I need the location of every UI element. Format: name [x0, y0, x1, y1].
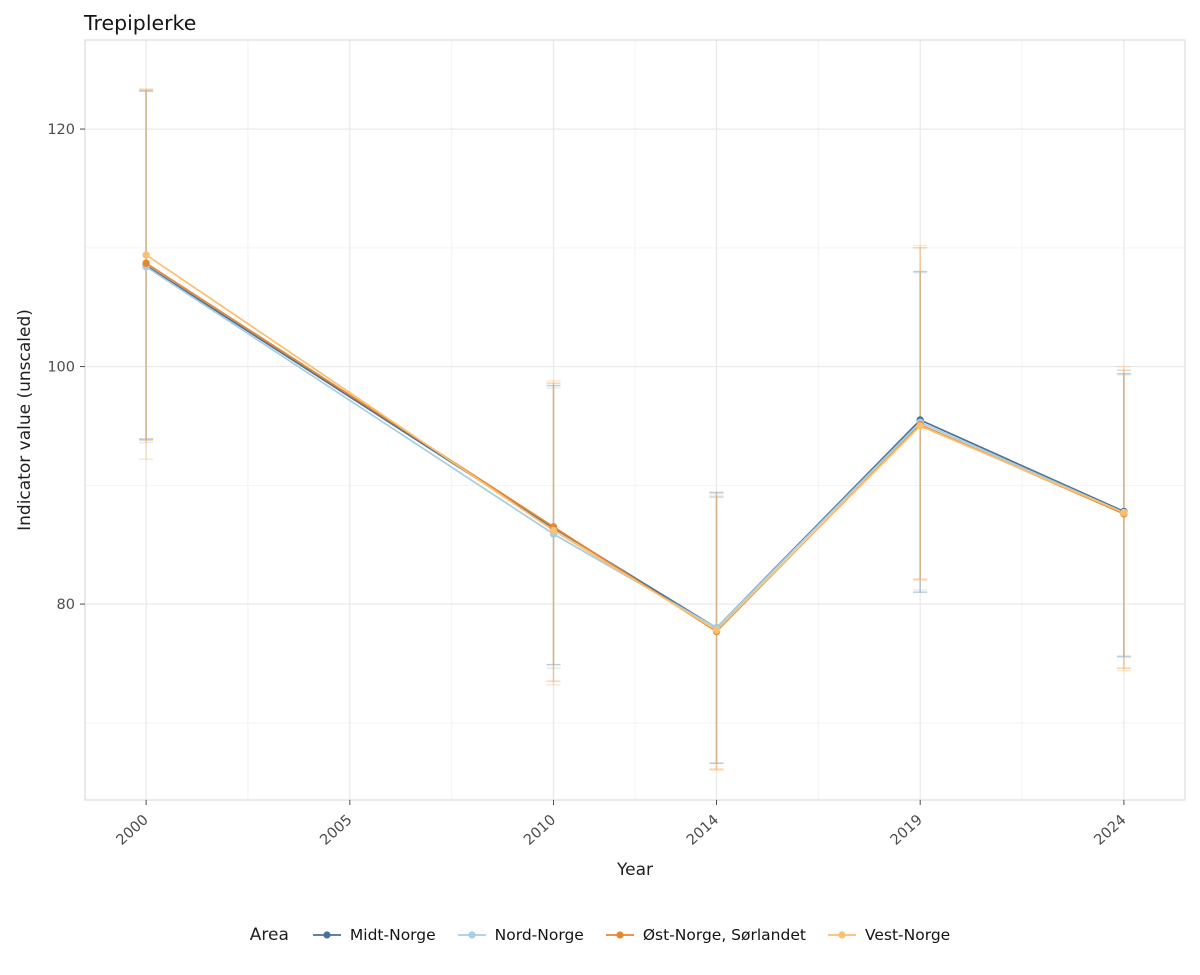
error-bar — [913, 272, 928, 591]
y-tick-label: 120 — [47, 122, 75, 138]
legend-item: Nord-Norge — [456, 926, 584, 944]
legend-item: Vest-Norge — [826, 926, 950, 944]
legend-item-label: Nord-Norge — [494, 926, 584, 944]
error-bar — [1116, 369, 1131, 669]
x-tick-label: 2000 — [114, 812, 152, 849]
legend-key-icon — [312, 931, 341, 939]
legend-title: Area — [249, 925, 289, 945]
panel-border — [84, 39, 1186, 801]
chart-title: Trepiplerke — [83, 11, 196, 35]
legend-item-label: Vest-Norge — [864, 926, 951, 944]
data-point — [916, 422, 924, 430]
legend-item: Øst-Norge, Sørlandet — [604, 926, 806, 944]
legend: Area Midt-Norge Nord-Norge Øst-Norge, Sørl… — [0, 916, 1200, 954]
legend-item: Midt-Norge — [311, 926, 436, 944]
error-bar — [913, 270, 928, 593]
y-axis-title: Indicator value (unscaled) — [15, 309, 35, 531]
x-axis-title: Year — [616, 860, 653, 880]
data-point — [1120, 508, 1128, 517]
y-tick-label: 80 — [57, 597, 75, 613]
legend-item-label: Midt-Norge — [349, 926, 436, 944]
error-bar — [913, 244, 928, 582]
x-tick-label: 2024 — [1091, 812, 1129, 849]
data-point — [549, 526, 558, 535]
x-tick-label: 2019 — [888, 812, 926, 849]
legend-key-icon — [605, 931, 634, 939]
y-tick-label: 100 — [47, 359, 75, 375]
error-bar — [913, 247, 928, 580]
x-tick-label: 2014 — [684, 812, 722, 849]
legend-key-icon — [827, 931, 856, 939]
legend-key-icon — [457, 931, 486, 939]
data-point — [712, 626, 721, 634]
data-point — [142, 251, 150, 259]
x-tick-label: 2010 — [521, 812, 559, 849]
legend-item-label: Øst-Norge, Sørlandet — [642, 926, 806, 944]
error-bar — [139, 87, 154, 460]
x-tick-label: 2005 — [317, 812, 355, 849]
error-bar — [1116, 365, 1131, 672]
plot-panel: 80 100 120 2000 2005 2010 2014 2019 2024 — [47, 39, 1186, 849]
data-point — [142, 259, 150, 267]
